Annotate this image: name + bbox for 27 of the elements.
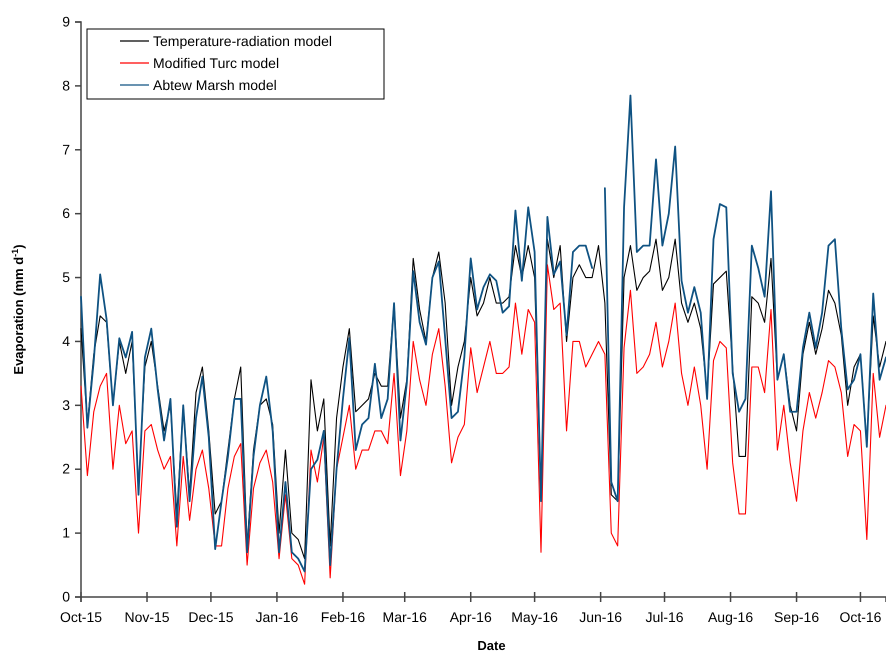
x-tick-label: Apr-16	[450, 608, 492, 625]
y-tick-label: 9	[62, 13, 70, 30]
y-tick-label: 8	[62, 77, 70, 94]
y-tick-label: 1	[62, 524, 70, 541]
x-axis-title: Date	[477, 638, 506, 653]
legend-label: Temperature-radiation model	[153, 33, 332, 49]
x-tick-label: Jul-16	[645, 608, 684, 625]
y-tick-label: 6	[62, 205, 70, 222]
legend-label: Abtew Marsh model	[153, 77, 277, 93]
y-tick-label: 2	[62, 460, 70, 477]
x-tick-label: Mar-16	[382, 608, 428, 625]
x-tick-label: Sep-16	[774, 608, 820, 625]
y-tick-label: 7	[62, 141, 70, 158]
legend-label: Modified Turc model	[153, 55, 280, 71]
x-tick-label: Jan-16	[256, 608, 299, 625]
x-tick-label: Jun-16	[579, 608, 622, 625]
x-tick-label: Oct-16	[839, 608, 882, 625]
y-tick-label: 3	[62, 396, 70, 413]
x-tick-label: May-16	[511, 608, 558, 625]
y-tick-label: 5	[62, 269, 70, 286]
y-tick-label: 0	[62, 588, 70, 604]
x-tick-label: Aug-16	[708, 608, 754, 625]
x-tick-label: Feb-16	[320, 608, 366, 625]
y-tick-label: 4	[62, 332, 70, 349]
x-tick-label: Oct-15	[60, 608, 102, 625]
x-tick-label: Dec-15	[188, 608, 234, 625]
x-tick-label: Nov-15	[124, 608, 170, 625]
